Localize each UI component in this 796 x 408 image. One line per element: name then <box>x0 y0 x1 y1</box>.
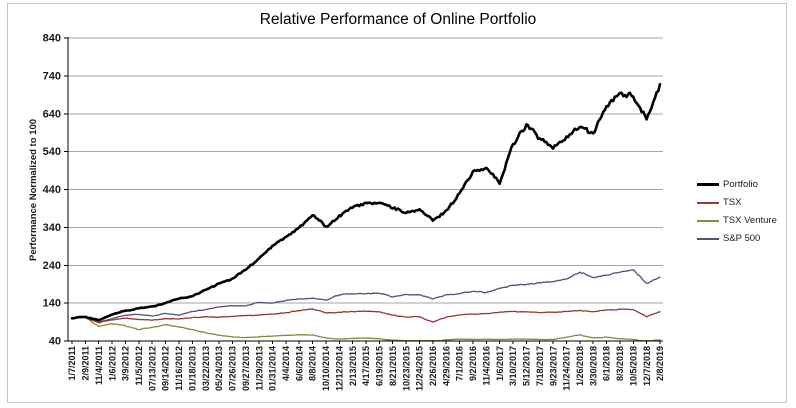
x-tick-label: 11/24/2017 <box>562 346 572 391</box>
y-tick-label: 40 <box>49 336 61 348</box>
x-tick-label: 07/26/2013 <box>228 346 238 391</box>
x-tick-label: 01/31/2014 <box>268 346 278 391</box>
x-tick-label: 10/10/2014 <box>321 346 331 391</box>
legend-label: Portfolio <box>723 179 758 190</box>
x-tick-label: 3/9/2012 <box>121 346 131 381</box>
x-tick-label: 6/19/2015 <box>375 346 385 386</box>
x-tick-label: 7/1/2016 <box>455 346 465 381</box>
x-tick-label: 07/13/2012 <box>147 346 157 391</box>
y-axis-title: Performance Normalized to 100 <box>28 119 39 261</box>
series-line-portfolio <box>70 82 662 322</box>
x-tick-label: 8/3/2018 <box>615 346 625 381</box>
x-tick-label: 8/8/2014 <box>308 346 318 381</box>
x-tick-label: 5/12/2017 <box>522 346 532 386</box>
x-tick-label: 12/7/2018 <box>642 346 652 386</box>
x-tick-label: 6/6/2014 <box>294 346 304 381</box>
x-tick-label: 2/13/2015 <box>348 346 358 386</box>
x-tick-label: 6/1/2018 <box>602 346 612 381</box>
x-tick-label: 1/6/2017 <box>495 346 505 381</box>
x-tick-label: 4/17/2015 <box>361 346 371 386</box>
x-tick-label: 9/23/2017 <box>548 346 558 386</box>
x-tick-label: 11/4/2016 <box>481 346 491 386</box>
x-tick-label: 11/16/2012 <box>174 346 184 391</box>
x-tick-label: 09/27/2013 <box>241 346 251 391</box>
legend-label: TSX Venture <box>723 215 777 226</box>
y-tick-label: 640 <box>43 108 61 120</box>
legend-item-s-p-500: S&P 500 <box>697 233 760 244</box>
x-tick-label: 12/24/2015 <box>415 346 425 391</box>
x-tick-label: 11/4/2011 <box>94 346 104 385</box>
x-tick-label: 10/23/2015 <box>401 346 411 391</box>
x-tick-label: 2/8/2019 <box>655 346 665 381</box>
x-tick-label: 1/7/2011 <box>67 346 77 381</box>
y-tick-label: 340 <box>43 222 61 234</box>
chart-border-frame <box>7 3 787 403</box>
legend-item-portfolio: Portfolio <box>697 179 758 190</box>
x-tick-label: 1/6/2012 <box>107 346 117 381</box>
series-line-tsx <box>71 308 661 324</box>
x-tick-label: 03/22/2013 <box>201 346 211 391</box>
legend-swatch <box>697 201 719 204</box>
legend-swatch <box>697 219 719 222</box>
x-tick-label: 3/30/2018 <box>588 346 598 386</box>
x-tick-label: 11/5/2012 <box>134 346 144 386</box>
y-tick-label: 240 <box>43 260 61 272</box>
x-tick-label: 05/24/2013 <box>214 346 224 391</box>
series-line-s-p-500 <box>71 269 661 323</box>
x-tick-label: 4/29/2016 <box>441 346 451 386</box>
legend-swatch <box>697 237 719 240</box>
x-tick-label: 11/29/2013 <box>254 346 264 391</box>
x-tick-label: 09/14/2012 <box>161 346 171 391</box>
x-tick-label: 1/26/2018 <box>575 346 585 386</box>
y-tick-label: 740 <box>43 70 61 82</box>
x-tick-label: 12/12/2014 <box>334 346 344 391</box>
x-tick-label: 8/21/2015 <box>388 346 398 386</box>
y-tick-label: 840 <box>43 33 61 45</box>
chart-title: Relative Performance of Online Portfolio <box>259 11 537 28</box>
legend-swatch <box>697 183 719 186</box>
x-tick-label: 9/2/2016 <box>468 346 478 381</box>
legend-label: S&P 500 <box>723 233 761 244</box>
x-tick-label: 10/5/2018 <box>628 346 638 386</box>
y-tick-label: 440 <box>43 184 61 196</box>
legend-item-tsx: TSX <box>697 197 741 208</box>
x-tick-label: 4/4/2014 <box>281 346 291 381</box>
series-line-tsx-venture <box>71 316 661 342</box>
y-tick-label: 140 <box>43 298 61 310</box>
x-tick-label: 01/18/2013 <box>187 346 197 391</box>
legend-item-tsx-venture: TSX Venture <box>697 215 777 226</box>
x-tick-label: 7/18/2017 <box>535 346 545 386</box>
x-tick-label: 2/9/2011 <box>81 346 91 381</box>
legend-label: TSX <box>723 197 742 208</box>
x-tick-label: 2/26/2016 <box>428 346 438 386</box>
x-tick-label: 3/10/2017 <box>508 346 518 386</box>
y-tick-label: 540 <box>43 146 61 158</box>
